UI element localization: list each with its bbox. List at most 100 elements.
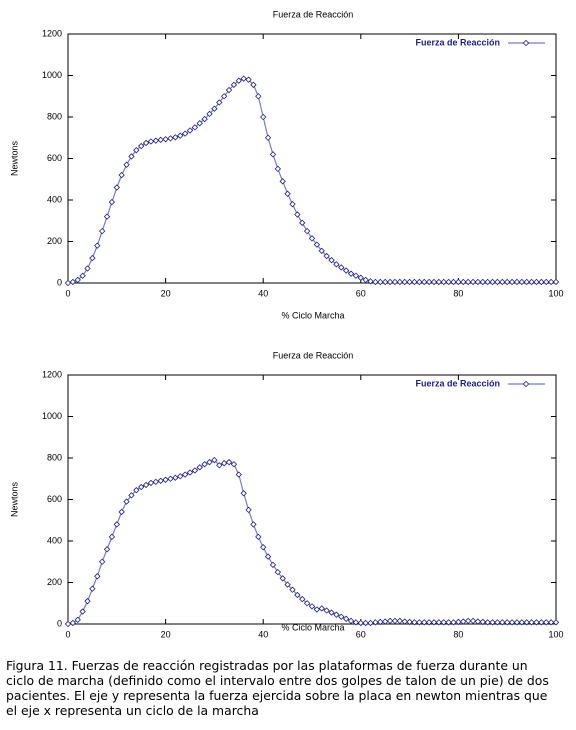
marker: [333, 611, 340, 618]
marker: [533, 619, 540, 626]
marker: [255, 93, 262, 100]
marker: [123, 498, 130, 505]
marker: [260, 544, 267, 551]
marker: [142, 139, 150, 147]
marker: [504, 278, 511, 286]
marker: [172, 474, 179, 481]
marker: [460, 278, 467, 286]
marker: [445, 619, 452, 626]
marker: [489, 278, 496, 286]
marker: [162, 136, 169, 143]
x-axis-label: % Ciclo Marcha: [281, 622, 344, 632]
marker: [411, 278, 418, 286]
marker: [299, 219, 306, 226]
marker: [357, 619, 364, 627]
marker: [98, 558, 106, 565]
marker: [508, 278, 516, 286]
legend-marker: [522, 39, 530, 47]
marker: [377, 278, 384, 286]
marker: [391, 617, 399, 625]
marker: [362, 276, 369, 284]
marker: [464, 617, 472, 625]
caption-line: Figura 11. Fuerzas de reacción registrad…: [6, 658, 528, 673]
y-tick-label: 800: [47, 111, 62, 121]
marker: [177, 132, 184, 139]
y-axis-label: Newtons: [9, 140, 19, 176]
marker: [128, 492, 135, 499]
marker: [474, 618, 482, 625]
y-tick-label: 1000: [42, 411, 62, 421]
y-tick-label: 800: [47, 452, 62, 462]
marker: [494, 278, 501, 286]
marker: [118, 508, 125, 516]
marker: [469, 278, 477, 286]
marker: [328, 257, 335, 264]
marker: [225, 86, 233, 94]
x-tick-label: 40: [258, 629, 268, 639]
marker: [167, 475, 174, 482]
marker: [499, 278, 506, 286]
x-tick-label: 0: [65, 288, 70, 298]
marker: [157, 136, 164, 143]
marker: [220, 460, 228, 467]
marker: [138, 483, 145, 491]
marker: [406, 278, 413, 286]
marker: [455, 278, 462, 286]
marker: [191, 467, 199, 474]
marker: [201, 461, 208, 468]
marker: [220, 93, 228, 100]
marker: [523, 619, 530, 626]
marker: [103, 213, 111, 220]
marker: [386, 617, 394, 625]
marker: [445, 278, 452, 286]
marker: [342, 615, 350, 622]
marker: [352, 272, 360, 279]
caption-line: pacientes. El eje y representa la fuerza…: [6, 688, 547, 703]
marker: [425, 619, 433, 626]
marker: [235, 77, 242, 84]
marker: [382, 278, 389, 286]
marker: [103, 546, 111, 553]
marker: [216, 99, 223, 106]
marker: [425, 278, 433, 286]
y-tick-label: 0: [57, 618, 62, 628]
marker: [430, 278, 438, 286]
marker: [279, 575, 286, 582]
marker: [499, 619, 506, 626]
x-tick-label: 60: [356, 288, 366, 298]
marker: [547, 278, 555, 286]
plot-frame: [67, 33, 557, 284]
legend-marker: [522, 380, 530, 388]
marker: [547, 619, 555, 626]
marker: [460, 618, 467, 625]
marker: [469, 617, 477, 625]
marker: [250, 521, 257, 528]
marker: [245, 506, 252, 514]
marker: [299, 595, 306, 603]
marker: [362, 619, 369, 627]
marker: [543, 278, 550, 286]
marker: [152, 478, 160, 486]
marker: [74, 616, 81, 624]
marker: [523, 278, 530, 286]
marker: [377, 618, 384, 626]
marker: [216, 462, 223, 469]
marker: [133, 147, 140, 154]
marker: [279, 178, 286, 185]
marker: [450, 278, 457, 286]
marker: [333, 261, 340, 268]
marker: [396, 617, 404, 625]
marker: [181, 130, 189, 137]
marker: [206, 458, 213, 466]
x-tick-label: 80: [453, 288, 463, 298]
marker: [74, 276, 81, 284]
x-tick-label: 100: [548, 629, 563, 639]
marker: [528, 278, 535, 286]
marker: [191, 124, 199, 131]
marker: [411, 619, 418, 626]
marker: [313, 606, 321, 613]
marker: [245, 76, 252, 83]
marker: [108, 533, 116, 541]
marker: [89, 585, 96, 592]
chart-title: Fuerza de Reacción: [273, 350, 354, 360]
